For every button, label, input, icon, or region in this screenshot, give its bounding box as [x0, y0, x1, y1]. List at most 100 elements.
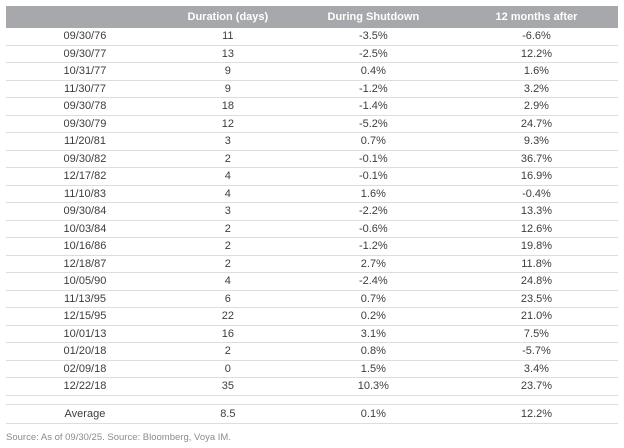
source-note: Source: As of 09/30/25. Source: Bloomber…: [6, 432, 231, 443]
table-cell: 10.3%: [357, 380, 389, 393]
table-cell: -5.2%: [358, 117, 388, 130]
table-cell: 1.5%: [360, 362, 386, 375]
table-row: 10/03/84 2 -0.6% 12.6%: [6, 221, 618, 238]
table-row: 09/30/82 2 -0.1% 36.7%: [6, 151, 618, 168]
table-row: 10/01/13 16 3.1% 7.5%: [6, 326, 618, 343]
table-cell: 12.6%: [520, 222, 553, 235]
table-body: 09/30/76 11 -3.5% -6.6% 09/30/77 13 -2.5% 12.2%…: [6, 28, 618, 396]
table-cell: 9: [224, 65, 231, 78]
table-cell: -1.2%: [358, 240, 388, 253]
table-cell: -0.1%: [358, 170, 388, 183]
table-cell: 36.7%: [520, 152, 553, 165]
table-cell: 16.9%: [520, 170, 553, 183]
table-row: 11/10/83 4 1.6% -0.4%: [6, 186, 618, 203]
table-cell: 10/05/90: [63, 275, 107, 288]
table-cell: 11/20/81: [63, 135, 106, 148]
table-cell: -1.2%: [358, 82, 388, 95]
table-cell: 10/16/86: [63, 240, 107, 253]
table-row: 10/16/86 2 -1.2% 19.8%: [6, 238, 618, 256]
table-cell: -2.4%: [358, 275, 388, 288]
table-row: 12/17/82 4 -0.1% 16.9%: [6, 168, 618, 186]
table-cell: 11.8%: [521, 257, 552, 270]
table-row: 01/20/18 2 0.8% -5.7%: [6, 343, 618, 361]
table-cell: 09/30/77: [63, 47, 107, 60]
table-cell: 09/30/78: [63, 100, 107, 113]
table-cell: 12/15/95: [63, 310, 107, 323]
table-cell: -6.6%: [522, 30, 551, 43]
table-cell: -3.5%: [358, 30, 388, 43]
table-row: 09/30/84 3 -2.2% 13.3%: [6, 203, 618, 221]
table-cell: 11/10/83: [63, 187, 106, 200]
table-row: 12/22/18 35 10.3% 23.7%: [6, 378, 618, 396]
table-cell: 1.6%: [360, 187, 386, 200]
table-cell: 2.7%: [360, 257, 386, 270]
table-cell: 0.2%: [360, 310, 386, 323]
table-header-row: Duration (days) During Shutdown 12 month…: [6, 6, 618, 28]
table-cell: 16: [221, 327, 234, 340]
table-cell: 11/30/77: [63, 82, 106, 95]
table-cell: 23.5%: [520, 292, 553, 305]
table-cell: 3: [224, 135, 231, 148]
table-cell: 0.8%: [360, 345, 386, 358]
average-during-shutdown: 0.1%: [360, 407, 386, 420]
table-cell: 24.8%: [520, 275, 553, 288]
table-cell: -2.2%: [358, 205, 388, 218]
table-cell: 35: [221, 380, 234, 393]
table-cell: 22: [221, 310, 234, 323]
table-cell: 13: [221, 47, 234, 60]
table-cell: -0.1%: [358, 152, 388, 165]
table-row: 11/20/81 3 0.7% 9.3%: [6, 133, 618, 151]
table-cell: 13.3%: [520, 205, 553, 218]
table-cell: 4: [224, 275, 231, 288]
column-header-12-months-after: 12 months after: [495, 11, 578, 23]
table-cell: 4: [224, 187, 231, 200]
table-cell: 9: [224, 82, 231, 95]
table-cell: 2.9%: [523, 100, 549, 113]
table-cell: 19.8%: [520, 240, 553, 253]
average-12-months-after: 12.2%: [520, 407, 553, 420]
table-row: 09/30/76 11 -3.5% -6.6%: [6, 28, 618, 46]
table-cell: 3.1%: [360, 327, 386, 340]
table-row: 09/30/78 18 -1.4% 2.9%: [6, 98, 618, 116]
table-row: 10/31/77 9 0.4% 1.6%: [6, 63, 618, 81]
table-row: 11/13/95 6 0.7% 23.5%: [6, 291, 618, 308]
table-cell: 3: [224, 205, 231, 218]
table-cell: 2: [224, 257, 231, 270]
table-cell: 09/30/79: [63, 117, 107, 130]
table-row: 09/30/77 13 -2.5% 12.2%: [6, 46, 618, 63]
table-row: 09/30/79 12 -5.2% 24.7%: [6, 116, 618, 133]
table-cell: 0.7%: [360, 292, 386, 305]
average-duration: 8.5: [220, 407, 236, 420]
table-row: 10/05/90 4 -2.4% 24.8%: [6, 273, 618, 291]
table-cell: 0.7%: [360, 135, 386, 148]
table-cell: 10/31/77: [63, 65, 107, 78]
table-cell: 12/22/18: [63, 380, 107, 393]
table-cell: 24.7%: [520, 117, 553, 130]
table-spacer: [6, 396, 618, 404]
table-cell: -5.7%: [522, 345, 551, 358]
table-row: 12/18/87 2 2.7% 11.8%: [6, 256, 618, 273]
column-header-duration: Duration (days): [187, 11, 269, 23]
table-cell: 12/17/82: [63, 170, 107, 183]
table-cell: 1.6%: [523, 65, 549, 78]
table-cell: 7.5%: [523, 327, 549, 340]
table-cell: 4: [224, 170, 231, 183]
table-cell: 2: [224, 152, 231, 165]
table-cell: 09/30/84: [63, 205, 107, 218]
table-cell: -0.4%: [522, 187, 551, 200]
table-cell: -1.4%: [358, 100, 388, 113]
shutdown-returns-table: Duration (days) During Shutdown 12 month…: [6, 6, 618, 424]
table-cell: 10/03/84: [63, 222, 107, 235]
table-cell: 21.0%: [520, 310, 553, 323]
table-cell: 0: [224, 362, 231, 375]
table-cell: 02/09/18: [63, 362, 107, 375]
table-cell: 3.2%: [523, 82, 549, 95]
table-row: 11/30/77 9 -1.2% 3.2%: [6, 81, 618, 98]
table-cell: 18: [221, 100, 234, 113]
average-row: Average 8.5 0.1% 12.2%: [6, 403, 618, 424]
table-row: 02/09/18 0 1.5% 3.4%: [6, 361, 618, 378]
table-row: 12/15/95 22 0.2% 21.0%: [6, 308, 618, 326]
table-cell: 3.4%: [523, 362, 549, 375]
average-label: Average: [64, 407, 106, 420]
table-cell: 12.2%: [520, 47, 553, 60]
